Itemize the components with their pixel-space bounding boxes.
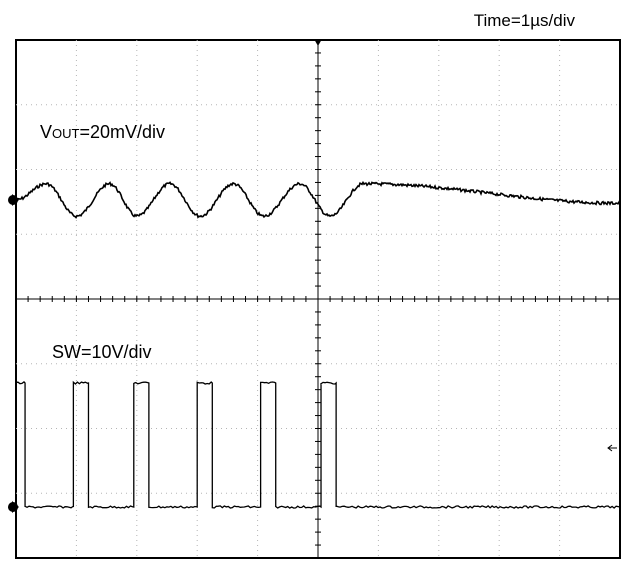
trigger-level-marker: [607, 444, 617, 452]
channel-markers: [8, 39, 617, 513]
trigger-position-marker: [314, 39, 322, 46]
ch2-ground-dot: [8, 502, 18, 512]
time-scale-label: Time=1µs/div: [474, 11, 576, 30]
vout-trace: [15, 180, 621, 219]
sw-scale-label: SW=10V/div: [52, 342, 152, 362]
grid: [15, 39, 621, 559]
sw-trace: [15, 380, 621, 509]
vout-scale-label: VOUT=20mV/div: [40, 122, 165, 142]
traces: [15, 180, 621, 509]
ch1-ground-dot: [8, 195, 18, 205]
